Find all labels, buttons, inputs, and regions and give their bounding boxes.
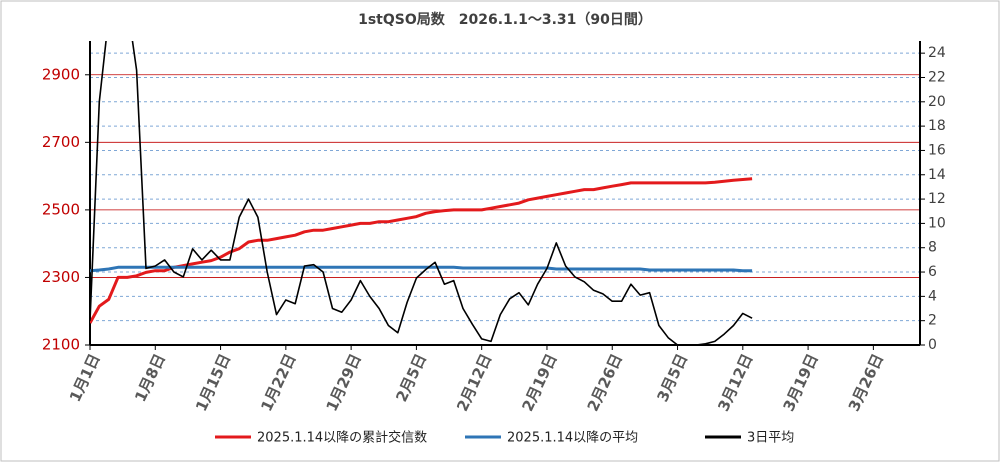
y2-tick-label: 2 [928, 313, 937, 329]
y2-tick-label: 20 [928, 94, 946, 110]
y-tick-label: 2300 [42, 268, 80, 286]
y2-tick-label: 8 [928, 240, 937, 256]
chart-title: 1stQSO局数 2026.1.1～3.31（90日間） [358, 11, 652, 28]
y-tick-label: 2900 [42, 65, 80, 83]
y-tick-label: 2700 [42, 133, 80, 151]
legend-label: 2025.1.14以降の平均 [507, 431, 638, 446]
y2-tick-label: 14 [928, 167, 946, 183]
y2-tick-label: 10 [928, 215, 946, 231]
legend-label: 3日平均 [747, 431, 794, 446]
y2-tick-label: 4 [928, 288, 937, 304]
series-line [90, 265, 753, 273]
y2-tick-label: 0 [928, 337, 937, 353]
y2-tick-label: 22 [928, 69, 946, 85]
y-tick-label: 2100 [42, 336, 80, 354]
y2-tick-label: 24 [928, 45, 946, 61]
series-line [90, 177, 753, 324]
y2-tick-label: 12 [928, 191, 946, 207]
y2-tick-label: 16 [928, 142, 946, 158]
y2-tick-label: 18 [928, 118, 946, 134]
plot-area [90, 41, 753, 345]
y2-tick-label: 6 [928, 264, 937, 280]
legend-label: 2025.1.14以降の累計交信数 [257, 430, 427, 446]
series-line [90, 41, 753, 345]
y-tick-label: 2500 [42, 200, 80, 218]
